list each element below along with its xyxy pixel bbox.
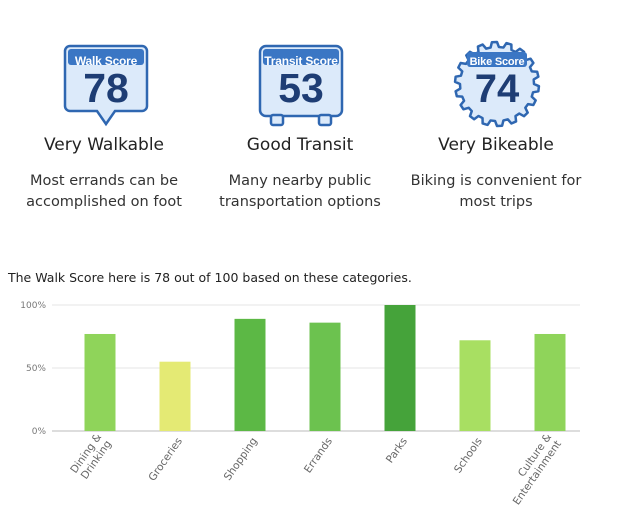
- bar-shopping: [234, 318, 266, 431]
- walk-score-info: Very Walkable Most errands can be accomp…: [9, 133, 199, 213]
- bar-culture-entertainment: [534, 333, 566, 431]
- transit-score-label: Good Transit: [246, 135, 354, 155]
- y-tick-label: 50%: [26, 364, 46, 374]
- walk-score-badge-icon: [63, 44, 149, 127]
- x-category-label: Groceries: [146, 436, 185, 484]
- bike-score-info: Very Bikeable Biking is convenient for m…: [401, 133, 591, 213]
- walk-score-badge-title: Walk Score: [74, 54, 138, 68]
- walk-score-label: Very Walkable: [43, 135, 165, 155]
- bar-errands: [309, 322, 341, 431]
- bike-score-description: Biking is convenient for most trips: [410, 173, 582, 210]
- bar-schools: [459, 340, 491, 431]
- bike-score-label: Very Bikeable: [438, 135, 554, 155]
- x-category-label: Errands: [302, 436, 335, 476]
- category-bar-chart: 0% 50% 100% Dining &Drinking Groceries Shopp…: [20, 301, 580, 508]
- x-category-label: Parks: [384, 436, 410, 466]
- chart-x-labels: Dining &Drinking Groceries Shopping Errands…: [68, 432, 564, 508]
- chart-bars: [84, 305, 566, 431]
- transit-score-info: Good Transit Many nearby public transpor…: [205, 133, 395, 213]
- chart-y-ticks: 0% 50% 100%: [20, 301, 46, 437]
- transit-score-badge-title: Transit Score: [264, 54, 338, 68]
- walk-score-value: 78: [83, 65, 129, 111]
- x-category-label: Culture &Entertainment: [501, 432, 564, 508]
- walk-score-summary: The Walk Score here is 78 out of 100 bas…: [8, 270, 412, 285]
- walk-score-badge: Walk Score 78: [62, 40, 150, 128]
- transit-score-value: 53: [278, 65, 324, 111]
- walk-score-description: Most errands can be accomplished on foot: [26, 173, 182, 210]
- x-category-label: Shopping: [222, 436, 260, 483]
- bike-score-badge: Bike Score 74: [453, 40, 541, 128]
- x-category-label: Schools: [452, 436, 485, 476]
- y-tick-label: 100%: [20, 301, 46, 311]
- x-category-label: Dining &Drinking: [68, 432, 114, 483]
- transit-score-badge-icon: [258, 44, 344, 127]
- transit-score-badge: Transit Score 53: [257, 40, 345, 128]
- bar-dining-drinking: [84, 333, 116, 431]
- bike-score-badge-title: Bike Score: [469, 56, 525, 68]
- y-tick-label: 0%: [32, 427, 47, 437]
- bike-score-value: 74: [474, 67, 520, 111]
- transit-score-description: Many nearby public transportation option…: [219, 173, 381, 210]
- bar-groceries: [159, 361, 191, 431]
- bike-score-badge-icon: [453, 40, 541, 128]
- bar-parks: [384, 305, 416, 431]
